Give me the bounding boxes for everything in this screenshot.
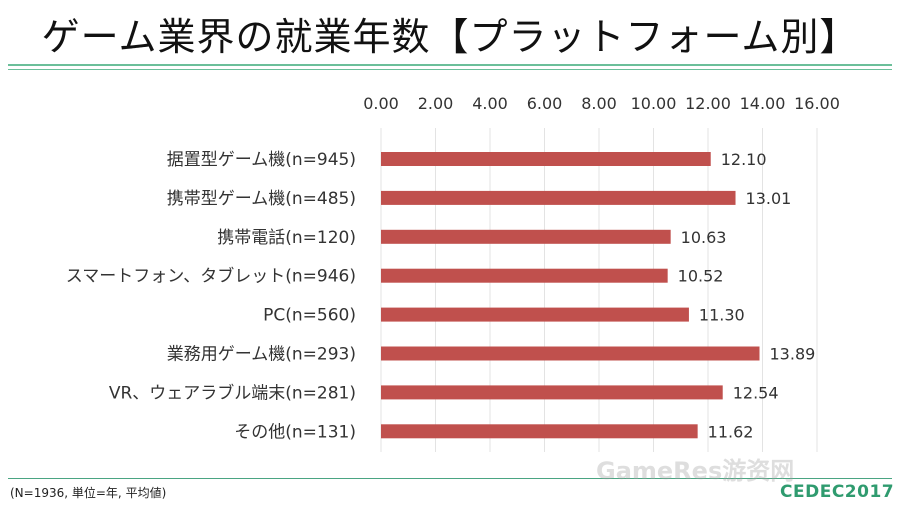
bar xyxy=(381,346,760,361)
category-label: スマートフォン、タブレット(n=946) xyxy=(66,266,356,287)
category-label: その他(n=131) xyxy=(234,422,356,442)
bar xyxy=(381,307,689,322)
data-label: 11.62 xyxy=(708,422,754,441)
bar xyxy=(381,229,671,244)
category-label: 携帯型ゲーム機(n=485) xyxy=(167,189,356,209)
data-label: 11.30 xyxy=(699,306,745,325)
data-label: 13.89 xyxy=(770,345,816,364)
tick-label: 10.00 xyxy=(631,94,677,113)
data-label: 10.63 xyxy=(681,228,727,247)
tick-label: 14.00 xyxy=(740,94,786,113)
data-label: 10.52 xyxy=(678,267,724,286)
bar xyxy=(381,268,668,283)
category-label: 据置型ゲーム機(n=945) xyxy=(167,150,356,170)
category-label: PC(n=560) xyxy=(263,306,356,326)
bar xyxy=(381,152,711,166)
tick-label: 8.00 xyxy=(581,94,617,113)
title-underline xyxy=(8,64,892,66)
category-label: 業務用ゲーム機(n=293) xyxy=(167,345,356,365)
cedec-logo: CEDEC2017 xyxy=(780,482,895,502)
page-title: ゲーム業界の就業年数【プラットフォーム別】 xyxy=(41,15,859,59)
tick-label: 2.00 xyxy=(418,94,454,113)
tick-label: 4.00 xyxy=(472,94,508,113)
data-label: 12.10 xyxy=(721,150,767,169)
footer-divider xyxy=(8,478,892,479)
tick-label: 12.00 xyxy=(685,94,731,113)
watermark: GameRes游资网 xyxy=(596,457,795,485)
title-underline-thin xyxy=(8,69,892,70)
category-label: 携帯電話(n=120) xyxy=(217,228,356,248)
bar xyxy=(381,385,723,400)
data-label: 12.54 xyxy=(733,383,779,402)
tick-label: 0.00 xyxy=(363,94,399,113)
data-label: 13.01 xyxy=(746,189,792,208)
category-label: VR、ウェアラブル端末(n=281) xyxy=(109,382,356,403)
tick-label: 6.00 xyxy=(527,94,563,113)
tick-label: 16.00 xyxy=(794,94,840,113)
footnote: (N=1936, 単位=年, 平均値) xyxy=(10,486,167,500)
bar xyxy=(381,190,736,205)
bar xyxy=(381,424,698,439)
